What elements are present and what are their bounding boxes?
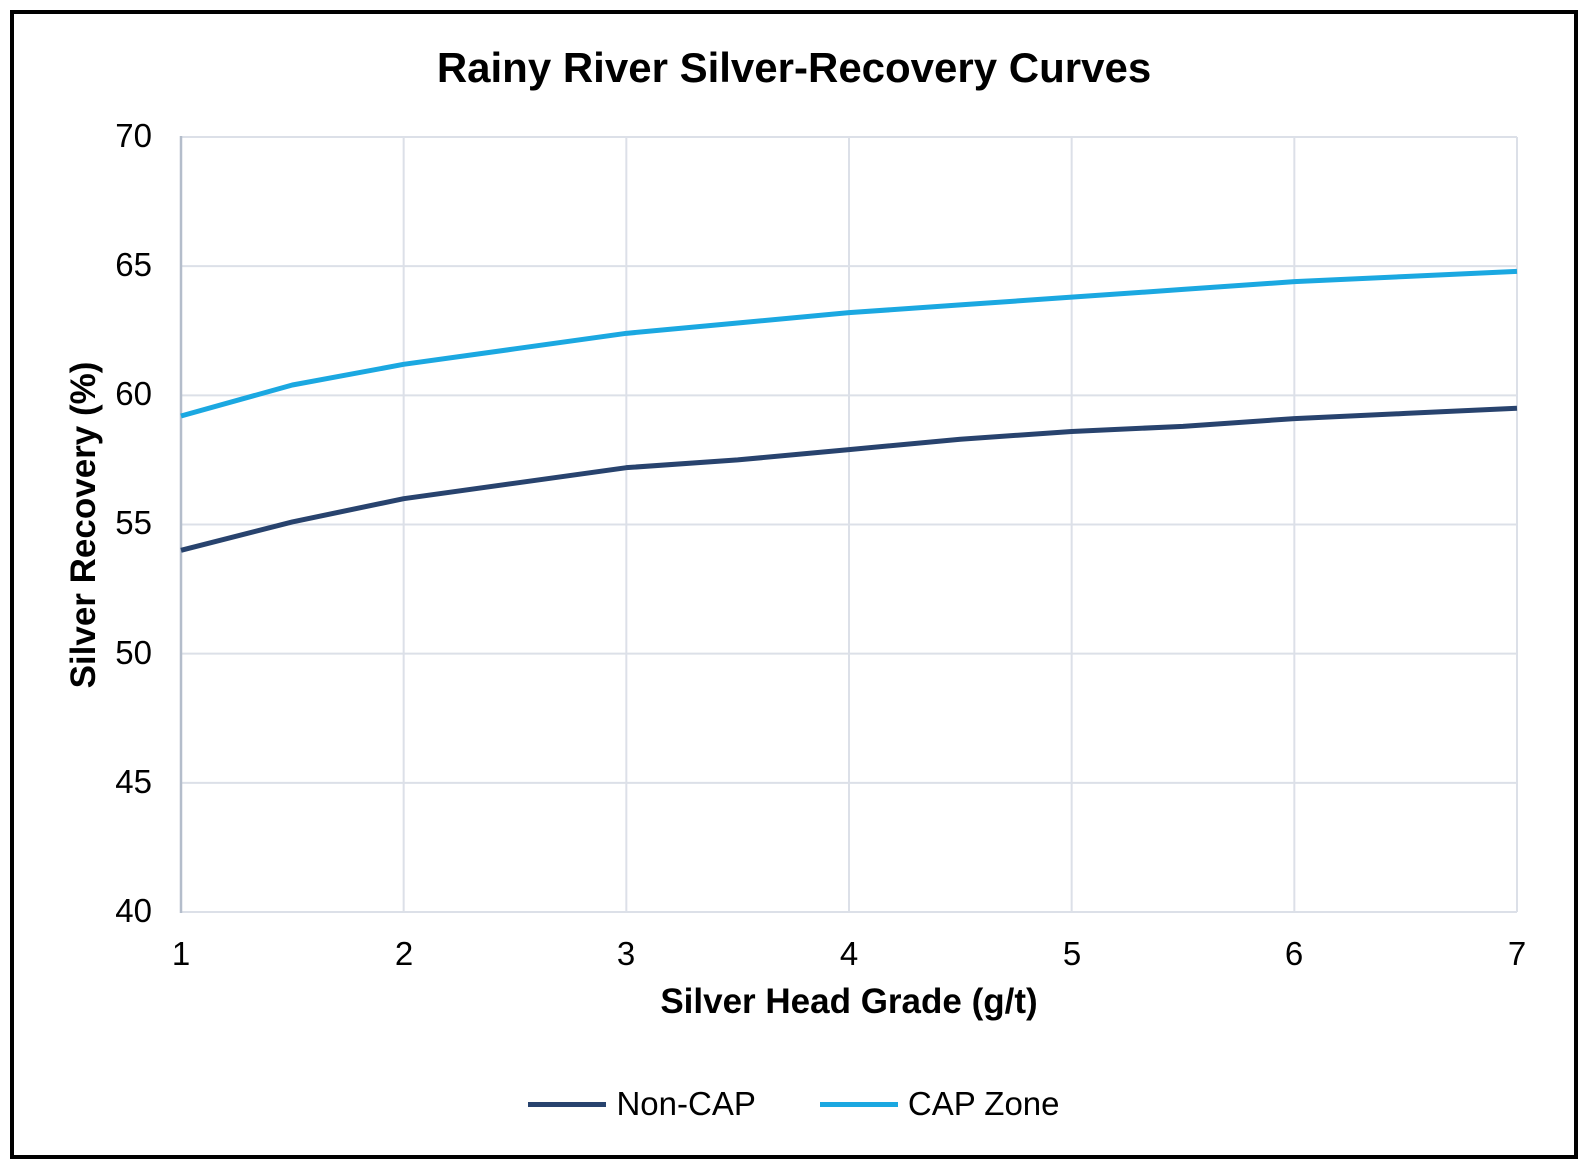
y-tick-label: 70 — [115, 117, 152, 154]
legend-item-cap-zone: CAP Zone — [819, 1084, 1060, 1124]
x-tick-label: 6 — [1284, 935, 1304, 972]
x-axis-title: Silver Head Grade (g/t) — [660, 982, 1038, 1021]
x-tick-label: 1 — [171, 935, 191, 972]
y-tick-label: 55 — [115, 504, 152, 541]
legend-line-swatch-cap-zone — [819, 1101, 898, 1107]
legend-label-cap-zone: CAP Zone — [907, 1085, 1060, 1122]
x-tick-label: 5 — [1062, 935, 1082, 972]
y-axis-title: Silver Recovery (%) — [64, 361, 103, 689]
y-tick-label: 60 — [115, 375, 152, 412]
x-tick-label: 7 — [1507, 935, 1527, 972]
x-tick-label: 3 — [616, 935, 636, 972]
x-tick-label: 2 — [394, 935, 414, 972]
series-line-cap-zone — [180, 268, 1518, 419]
y-tick-label: 45 — [115, 763, 152, 800]
chart-title: Rainy River Silver-Recovery Curves — [436, 44, 1152, 91]
y-tick-label: 50 — [115, 634, 152, 671]
legend: Non-CAP CAP Zone — [0, 1084, 1588, 1124]
legend-line-swatch-non-cap — [528, 1101, 607, 1107]
y-tick-label: 40 — [115, 892, 152, 929]
legend-label-non-cap: Non-CAP — [616, 1085, 756, 1122]
gridlines — [180, 136, 1518, 913]
series-line-non-cap — [180, 405, 1518, 553]
x-tick-label: 4 — [839, 935, 859, 972]
legend-item-non-cap: Non-CAP — [528, 1084, 756, 1124]
y-tick-label: 65 — [115, 246, 152, 283]
